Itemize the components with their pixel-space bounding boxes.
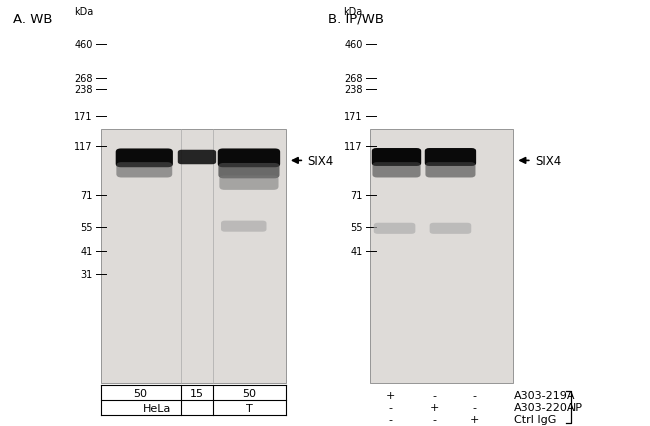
FancyBboxPatch shape — [372, 163, 421, 178]
Text: 117: 117 — [344, 142, 363, 152]
Text: -: - — [432, 390, 436, 400]
Text: SIX4: SIX4 — [307, 155, 333, 167]
Text: 50: 50 — [133, 388, 147, 398]
FancyBboxPatch shape — [218, 149, 280, 168]
Text: 71: 71 — [81, 191, 93, 201]
FancyBboxPatch shape — [221, 221, 266, 232]
FancyBboxPatch shape — [372, 149, 421, 167]
FancyBboxPatch shape — [218, 164, 280, 179]
FancyBboxPatch shape — [430, 223, 471, 234]
Text: 268: 268 — [344, 74, 363, 84]
Text: 55: 55 — [81, 223, 93, 233]
FancyBboxPatch shape — [374, 223, 415, 234]
FancyBboxPatch shape — [425, 163, 475, 178]
Text: +: + — [430, 402, 439, 412]
Text: +: + — [470, 414, 479, 424]
Text: 50: 50 — [242, 388, 256, 398]
Text: A303-219A: A303-219A — [514, 390, 575, 400]
Text: 31: 31 — [81, 270, 93, 280]
FancyBboxPatch shape — [220, 176, 278, 190]
Text: 55: 55 — [350, 223, 363, 233]
Text: -: - — [432, 414, 436, 424]
FancyBboxPatch shape — [116, 149, 173, 168]
Text: 117: 117 — [75, 142, 93, 152]
Text: 41: 41 — [350, 246, 363, 256]
Text: 460: 460 — [75, 40, 93, 50]
Text: -: - — [388, 402, 392, 412]
Text: Ctrl IgG: Ctrl IgG — [514, 414, 556, 424]
Text: kDa: kDa — [343, 7, 363, 17]
Text: B. IP/WB: B. IP/WB — [328, 13, 384, 26]
Text: 268: 268 — [75, 74, 93, 84]
Text: A303-220A: A303-220A — [514, 402, 575, 412]
Text: 171: 171 — [344, 112, 363, 122]
FancyBboxPatch shape — [116, 163, 172, 178]
Text: A. WB: A. WB — [13, 13, 53, 26]
Text: -: - — [473, 402, 476, 412]
Text: -: - — [388, 414, 392, 424]
Text: 238: 238 — [75, 84, 93, 95]
FancyBboxPatch shape — [177, 150, 216, 165]
Bar — [370, 130, 514, 383]
Text: 171: 171 — [75, 112, 93, 122]
Text: 41: 41 — [81, 246, 93, 256]
Text: +: + — [385, 390, 395, 400]
Text: 15: 15 — [190, 388, 204, 398]
Text: 460: 460 — [344, 40, 363, 50]
FancyBboxPatch shape — [425, 149, 476, 167]
Text: -: - — [473, 390, 476, 400]
Bar — [101, 130, 286, 383]
Text: 71: 71 — [350, 191, 363, 201]
Text: HeLa: HeLa — [142, 403, 171, 413]
Text: IP: IP — [573, 402, 583, 412]
Text: kDa: kDa — [73, 7, 93, 17]
Text: SIX4: SIX4 — [535, 155, 561, 167]
Text: 238: 238 — [344, 84, 363, 95]
Text: T: T — [246, 403, 252, 413]
